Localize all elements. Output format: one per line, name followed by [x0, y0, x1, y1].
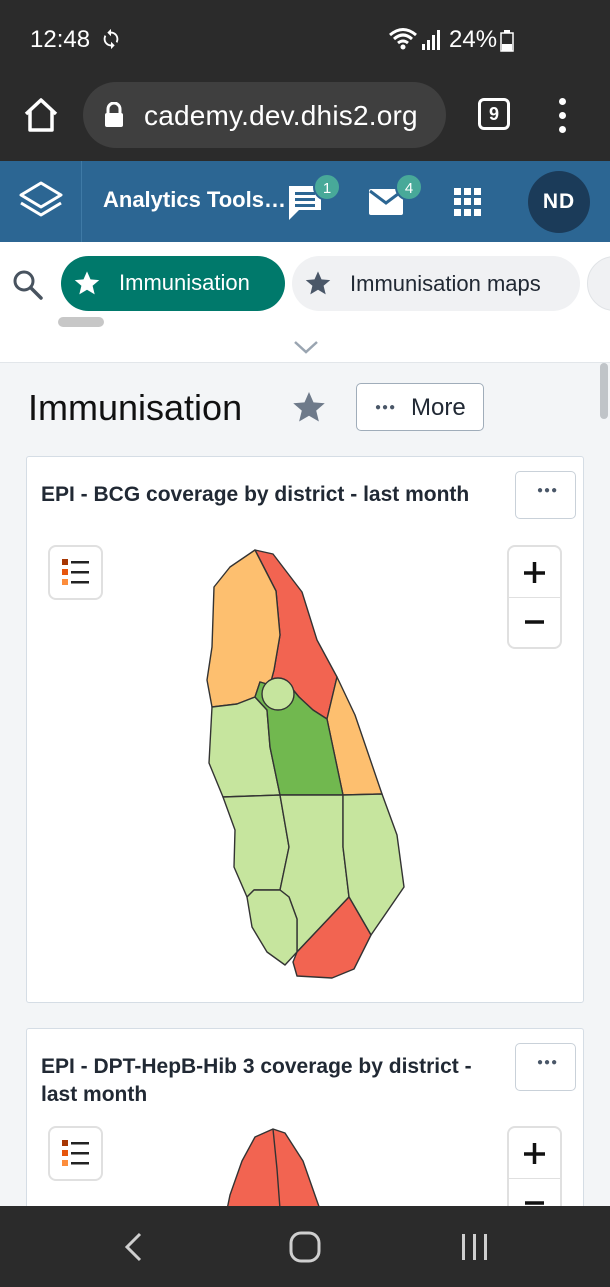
dhis2-logo[interactable] [0, 161, 82, 242]
app-title[interactable]: Analytics Tools… [103, 187, 286, 212]
minus-icon [525, 1201, 544, 1205]
star-icon [305, 271, 331, 295]
home-icon[interactable] [22, 96, 60, 134]
search-icon[interactable] [12, 269, 44, 301]
dashboard-chip-immunisation[interactable]: Immunisation [61, 256, 285, 311]
zoom-out-button[interactable] [509, 598, 560, 649]
plus-icon [524, 1143, 545, 1164]
sync-icon [103, 28, 119, 50]
battery-icon [500, 30, 514, 52]
map-region [246, 889, 298, 966]
legend-icon [62, 559, 89, 585]
item-menu-button[interactable]: ●●● [515, 471, 576, 519]
signal-icon [422, 30, 440, 50]
chip-scroll-indicator [58, 317, 104, 327]
dashboard-item-card: EPI - DPT-HepB-Hib 3 coverage by distric… [26, 1028, 584, 1228]
district-map[interactable] [27, 457, 584, 1003]
dashboard-bar: Immunisation Immunisation maps [0, 242, 610, 363]
back-icon[interactable] [122, 1230, 146, 1264]
lock-icon [105, 102, 123, 127]
more-button[interactable]: ●●● More [356, 383, 484, 431]
zoom-in-button[interactable] [509, 547, 560, 598]
map-region [261, 677, 295, 711]
messages-badge: 1 [313, 173, 341, 201]
map-legend-button[interactable] [48, 545, 103, 600]
recents-icon[interactable] [460, 1232, 490, 1262]
zoom-in-button[interactable] [509, 1128, 560, 1179]
home-circle-icon[interactable] [288, 1230, 322, 1264]
map-region [292, 896, 372, 979]
plus-icon [524, 562, 545, 583]
address-bar[interactable]: cademy.dev.dhis2.org [83, 82, 446, 148]
mail-badge: 4 [395, 173, 423, 201]
status-time: 12:48 [30, 26, 91, 53]
chip-label: Immunisation maps [350, 271, 541, 296]
star-icon[interactable] [291, 389, 327, 425]
dots-icon: ●●● [375, 402, 397, 413]
dhis2-logo-icon [19, 181, 63, 217]
chevron-down-icon[interactable] [293, 339, 319, 355]
apps-grid-icon[interactable] [454, 188, 482, 216]
zoom-control [507, 545, 562, 649]
dashboard-title-row: Immunisation ●●● More [0, 363, 610, 453]
chip-label: Immunisation [119, 270, 250, 295]
dots-icon: ●●● [537, 485, 559, 496]
more-vert-icon[interactable] [552, 96, 572, 136]
map-legend-button[interactable] [48, 1126, 103, 1181]
zoom-out-button[interactable] [509, 1179, 560, 1227]
url-text: cademy.dev.dhis2.org [144, 100, 418, 131]
avatar[interactable]: ND [528, 171, 590, 233]
tabs-button[interactable]: 9 [478, 98, 510, 130]
more-label: More [411, 394, 466, 421]
minus-icon [525, 620, 544, 624]
item-title: EPI - BCG coverage by district - last mo… [41, 483, 470, 506]
dashboard-chip-next[interactable] [587, 256, 610, 311]
page-title: Immunisation [28, 387, 243, 428]
star-icon [74, 271, 100, 295]
app-header: Analytics Tools… 1 4 ND [0, 161, 610, 242]
map-region [342, 793, 405, 936]
item-menu-button[interactable]: ●●● [515, 1043, 576, 1091]
message-icon [289, 186, 321, 220]
map-region [222, 794, 290, 898]
status-bar: 12:48 24% [0, 0, 610, 80]
item-title: EPI - DPT-HepB-Hib 3 coverage by distric… [41, 1055, 472, 1106]
wifi-icon [389, 28, 417, 50]
dots-icon: ●●● [537, 1057, 559, 1068]
system-nav-bar [0, 1206, 610, 1287]
browser-toolbar: cademy.dev.dhis2.org 9 [0, 80, 610, 161]
dashboard-item-card: EPI - BCG coverage by district - last mo… [26, 456, 584, 1003]
battery-percent: 24% [449, 26, 498, 53]
scrollbar[interactable] [600, 363, 608, 419]
dashboard-chip-immunisation-maps[interactable]: Immunisation maps [292, 256, 580, 311]
legend-icon [62, 1140, 89, 1166]
district-map[interactable] [27, 1029, 584, 1228]
